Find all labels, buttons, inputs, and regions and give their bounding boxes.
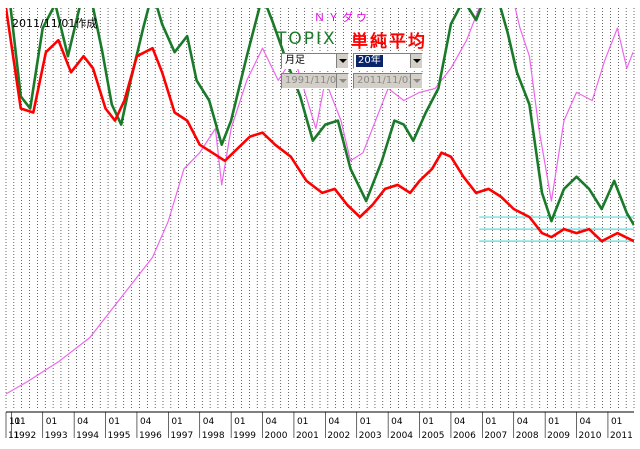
x-tick-label: 1992 [13,431,36,441]
created-date-label: 2011/11/01作成 [12,17,98,30]
x-subtick-label: 04 [580,417,592,427]
x-subtick-label: 04 [266,417,278,427]
series-simple-average-line [6,8,634,243]
x-tick-label: 2010 [579,431,602,441]
period-select[interactable]: 月足 [281,53,349,69]
start-date-dropdown-icon[interactable] [336,74,348,88]
series-topix-line [9,8,634,226]
series-lines [6,8,634,395]
x-axis: 1111011992011993041994011995041996011997… [5,411,634,441]
x-tick-label: 11 [8,431,19,441]
x-subtick-label: 01 [14,417,25,427]
legend-simple-average: 単純平均 [351,32,427,52]
legend-nydow: ＮＹダウ [314,11,370,24]
start-date-select[interactable]: 1991/11/01 [281,73,349,89]
x-subtick-label: 04 [454,417,466,427]
x-tick-label: 2007 [484,431,507,441]
x-subtick-label: 04 [140,417,152,427]
x-tick-label: 1994 [76,431,99,441]
x-tick-label: 2008 [516,431,539,441]
x-subtick-label: 04 [203,417,215,427]
x-subtick-label: 01 [234,417,245,427]
x-tick-label: 1993 [45,431,68,441]
x-subtick-label: 04 [391,417,403,427]
x-subtick-label: 04 [517,417,529,427]
start-date-value: 1991/11/01 [285,75,343,86]
range-select[interactable]: 20年 [353,53,423,69]
x-tick-label: 1999 [233,431,256,441]
x-tick-label: 2000 [265,431,288,441]
x-subtick-label: 11 [9,417,20,427]
x-tick-label: 2001 [296,431,319,441]
x-subtick-label: 04 [77,417,89,427]
range-select-value: 20年 [356,55,383,67]
x-tick-label: 2006 [453,431,476,441]
reference-lines [479,216,634,242]
x-subtick-label: 01 [611,417,622,427]
x-subtick-label: 01 [297,417,308,427]
x-subtick-label: 01 [485,417,496,427]
period-select-value: 月足 [285,55,305,66]
series-nydow-line [6,8,634,395]
x-tick-label: 2003 [359,431,382,441]
range-dropdown-icon[interactable] [410,54,422,68]
x-subtick-label: 01 [171,417,182,427]
x-subtick-label: 01 [46,417,57,427]
x-subtick-label: 01 [360,417,371,427]
period-dropdown-icon[interactable] [336,54,348,68]
x-subtick-label: 01 [109,417,120,427]
x-tick-label: 1996 [139,431,162,441]
end-date-select[interactable]: 2011/11/01 [353,73,423,89]
x-subtick-label: 04 [328,417,340,427]
x-tick-label: 2011 [610,431,633,441]
x-tick-label: 1998 [202,431,225,441]
legend-topix: TOPIX [276,29,337,49]
end-date-dropdown-icon[interactable] [410,74,422,88]
end-date-value: 2011/11/01 [357,75,415,86]
x-tick-label: 1995 [108,431,131,441]
x-subtick-label: 01 [548,417,559,427]
x-subtick-label: 01 [423,417,434,427]
x-tick-label: 2009 [547,431,570,441]
x-tick-label: 2005 [422,431,445,441]
x-tick-label: 2002 [327,431,350,441]
x-tick-label: 1997 [170,431,193,441]
x-tick-label: 2004 [390,431,413,441]
